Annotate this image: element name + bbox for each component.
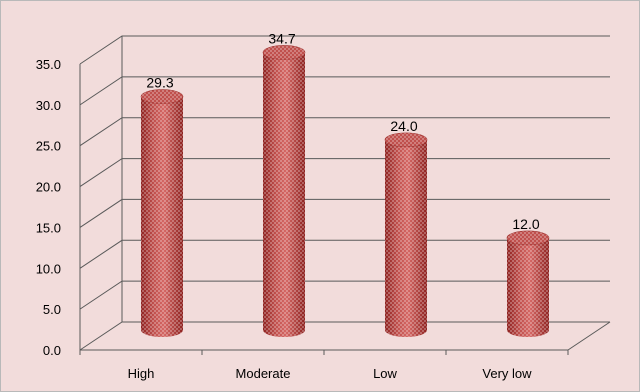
y-tick-label: 15.0	[36, 220, 61, 235]
bar	[262, 45, 306, 338]
bar	[384, 132, 428, 337]
x-tick-label: Low	[373, 366, 397, 381]
y-tick-label: 25.0	[36, 139, 61, 154]
bar	[140, 89, 184, 337]
y-tick-label: 0.0	[43, 343, 61, 358]
x-tick-label: Moderate	[236, 366, 291, 381]
x-tick-label: Very low	[482, 366, 532, 381]
data-label: 24.0	[390, 118, 417, 134]
y-tick-label: 5.0	[43, 302, 61, 317]
y-tick-label: 20.0	[36, 180, 61, 195]
x-tick-label: High	[128, 366, 155, 381]
y-tick-label: 30.0	[36, 98, 61, 113]
y-tick-label: 35.0	[36, 57, 61, 72]
gridline	[79, 35, 610, 65]
data-label: 12.0	[512, 216, 539, 232]
y-tick-label: 10.0	[36, 261, 61, 276]
data-label: 29.3	[146, 75, 173, 91]
bar	[506, 230, 550, 337]
data-label: 34.7	[268, 30, 295, 46]
floor-edge	[567, 321, 611, 351]
